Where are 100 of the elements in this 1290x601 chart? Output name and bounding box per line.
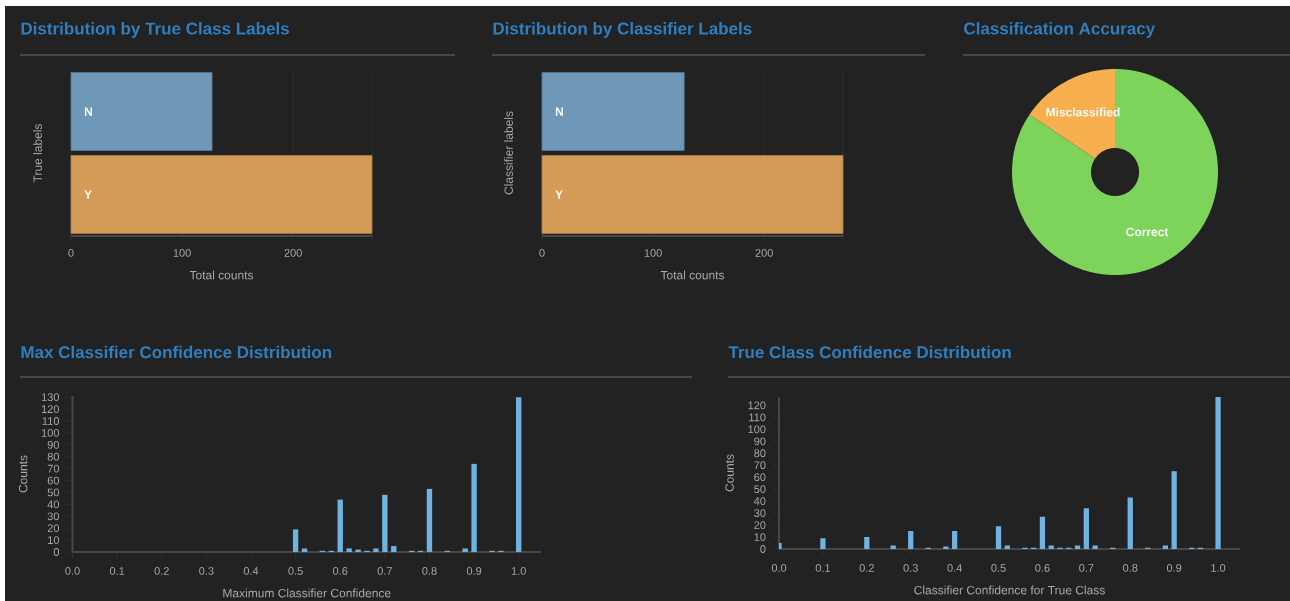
- chart-title: Classification Accuracy: [964, 22, 1156, 38]
- x-tick-label: 0.1: [109, 567, 125, 575]
- y-tick-label: 10: [754, 533, 766, 541]
- x-tick-label: 0.9: [466, 567, 482, 575]
- y-axis-title: True labels: [33, 123, 42, 183]
- x-tick-label: 0: [68, 249, 74, 257]
- bar: [1039, 516, 1046, 549]
- y-axis-title: Counts: [725, 454, 734, 492]
- y-tick-label: N: [84, 107, 92, 116]
- bar: [1215, 397, 1221, 549]
- bar: [1083, 508, 1089, 549]
- y-tick-label: 100: [748, 425, 766, 434]
- x-tick-label: 0.8: [422, 567, 437, 575]
- bar: [995, 526, 1002, 549]
- y-tick-label: 50: [754, 485, 766, 494]
- bar: [373, 548, 379, 552]
- x-tick-label: 0.7: [1079, 564, 1094, 572]
- x-tick-label: 0.0: [771, 564, 787, 572]
- y-tick-label: N: [555, 107, 563, 116]
- x-tick-label: 100: [644, 249, 662, 257]
- x-tick-label: 0.1: [815, 564, 831, 572]
- bar: [337, 499, 343, 552]
- y-tick-label: 70: [47, 464, 59, 473]
- x-tick-label: 0.8: [1123, 564, 1138, 572]
- y-tick-label: 70: [754, 461, 766, 470]
- chart-title: Distribution by Classifier Labels: [493, 22, 752, 38]
- bar: [1092, 545, 1098, 549]
- y-tick-label: 20: [754, 521, 766, 529]
- bar: [382, 494, 388, 552]
- bar: [301, 548, 308, 552]
- y-axis-title: Classifier labels: [504, 111, 513, 195]
- bar: [1162, 545, 1169, 549]
- y-tick-label: 90: [754, 437, 766, 446]
- x-tick-label: 0.4: [947, 564, 962, 572]
- y-tick-label: 90: [47, 440, 59, 449]
- y-axis-title: Counts: [18, 455, 28, 493]
- bar: [820, 538, 826, 549]
- x-tick-label: 0: [539, 249, 545, 257]
- bar: [864, 537, 870, 549]
- x-tick-label: 0.4: [243, 567, 259, 575]
- x-tick-label: 0.6: [333, 567, 348, 575]
- y-tick-label: 60: [754, 473, 766, 482]
- y-tick-label: 130: [41, 393, 59, 402]
- x-axis-title: Classifier Confidence for True Class: [914, 585, 1105, 595]
- y-tick-label: 30: [47, 512, 59, 521]
- bar: [908, 531, 914, 549]
- y-tick-label: 40: [47, 500, 59, 509]
- x-tick-label: 0.3: [199, 567, 214, 575]
- y-tick-label: 50: [47, 488, 59, 497]
- x-axis-title: Total counts: [660, 270, 725, 280]
- bar: [355, 549, 361, 552]
- bar: [1171, 471, 1177, 549]
- y-tick-label: 40: [753, 497, 766, 506]
- bar: [292, 529, 299, 552]
- bar: [462, 548, 468, 552]
- chart-title: Distribution by True Class Labels: [21, 22, 289, 38]
- y-tick-label: 120: [41, 405, 59, 413]
- y-tick-label: Y: [555, 190, 563, 199]
- y-tick-label: 60: [47, 476, 59, 485]
- chart-title: True Class Confidence Distribution: [728, 345, 1011, 359]
- bar: [346, 548, 352, 552]
- y-tick-label: 10: [48, 536, 59, 544]
- bar: [1127, 497, 1133, 549]
- chart-title: Max Classifier Confidence Distribution: [21, 345, 332, 359]
- x-tick-label: 1.0: [511, 567, 526, 575]
- bar: [391, 546, 397, 552]
- bar: [951, 531, 958, 549]
- x-tick-label: 100: [173, 249, 191, 257]
- y-tick-label: 0: [760, 545, 766, 553]
- x-axis-title: Maximum Classifier Confidence: [223, 588, 391, 598]
- y-tick-label: 120: [748, 401, 766, 410]
- x-axis-title: Total counts: [189, 270, 254, 280]
- slice-label: Correct: [1126, 227, 1169, 237]
- x-tick-label: 0.6: [1035, 564, 1050, 572]
- bar: [1004, 545, 1010, 549]
- y-tick-label: 80: [47, 452, 59, 461]
- x-tick-label: 0.9: [1166, 564, 1182, 572]
- y-tick-label: 80: [754, 449, 766, 458]
- y-tick-label: Y: [84, 190, 92, 199]
- x-tick-label: 200: [284, 249, 302, 257]
- bar: [516, 397, 522, 552]
- bar: [471, 463, 477, 552]
- x-tick-label: 0.2: [859, 564, 874, 572]
- x-tick-label: 0.0: [65, 567, 80, 575]
- x-tick-label: 0.5: [288, 567, 303, 575]
- y-tick-label: 0: [53, 548, 59, 556]
- bar: [1048, 545, 1054, 549]
- x-tick-label: 1.0: [1211, 564, 1226, 572]
- y-tick-label: 100: [41, 429, 59, 437]
- x-tick-label: 0.7: [377, 567, 392, 575]
- bar: [890, 545, 896, 549]
- bar: [426, 488, 433, 552]
- y-tick-label: 110: [42, 417, 59, 425]
- x-tick-label: 0.2: [154, 567, 169, 575]
- x-tick-label: 0.5: [991, 564, 1006, 572]
- bar: [1074, 545, 1081, 549]
- x-tick-label: 200: [755, 249, 773, 257]
- y-tick-label: 30: [754, 509, 766, 517]
- y-tick-label: 20: [47, 524, 59, 533]
- x-tick-label: 0.3: [903, 564, 918, 572]
